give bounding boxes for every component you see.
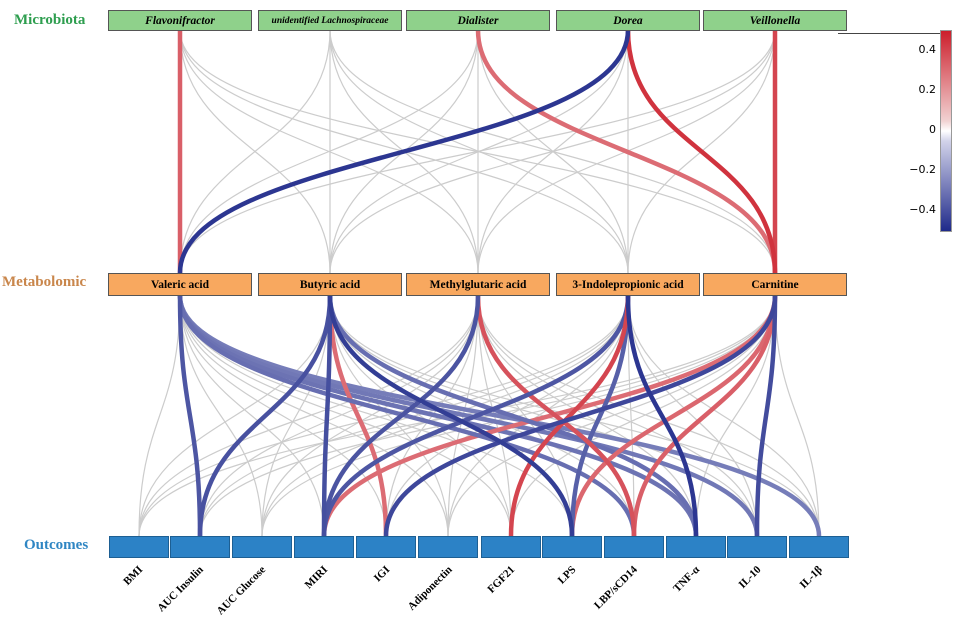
microbiota-node: Dialister [406,10,550,31]
colorbar-tick: −0.2 [909,163,936,176]
metabolite-outcome-link [327,295,699,537]
neutral-link [627,295,820,537]
neutral-link [627,295,758,537]
colorbar-tick: −0.4 [909,203,936,216]
metabolomic-row-label: Metabolomic [2,274,87,290]
microbiota-node: unidentified Lachnospiraceae [258,10,402,31]
metabolite-outcome-link [508,295,631,537]
metabolite-outcome-link [569,295,778,537]
outcome-node [789,536,849,558]
neutral-link [179,29,331,274]
microbiota-node: Dorea [556,10,700,31]
metabolite-node: Carnitine [703,273,847,296]
outcome-node [294,536,354,558]
outcomes-row-label: Outcomes [24,537,89,553]
metabolite-outcome-link [754,295,778,537]
microbiota-node: Flavonifractor [108,10,252,31]
microbiota-node: Veillonella [703,10,847,31]
metabolite-outcome-link [197,295,333,537]
outcome-node [604,536,664,558]
neutral-link [329,295,512,537]
microbiota-metabolite-link [625,29,778,274]
metabolite-node: 3-Indolepropionic acid [556,273,700,296]
metabolite-outcome-link [177,295,203,537]
colorbar-tick: 0.2 [918,83,937,96]
outcome-node [232,536,292,558]
neutral-link [477,295,758,537]
metabolite-outcome-link [625,295,699,537]
neutral-link [138,295,479,537]
outcome-node [109,536,169,558]
colorbar-tick: 0.4 [918,43,937,56]
neutral-link [774,295,820,537]
neutral-link [179,295,263,537]
microbiota-row-label: Microbiota [14,12,86,28]
neutral-link [179,295,387,537]
neutral-link [179,295,449,537]
neutral-link [138,295,181,537]
outcome-node [481,536,541,558]
microbiota-metabolite-link [177,29,631,274]
neutral-link [477,295,573,537]
metabolite-outcome-link [475,295,637,537]
outcome-node [170,536,230,558]
colorbar-gradient [940,30,952,232]
metabolite-outcome-link [631,295,778,537]
neutral-link [695,295,776,537]
metabolite-node: Butyric acid [258,273,402,296]
outcome-node [418,536,478,558]
metabolite-outcome-link [327,295,575,537]
neutral-link [261,295,479,537]
outcome-node [356,536,416,558]
neutral-link [329,295,449,537]
metabolite-outcome-link [321,295,631,537]
neutral-link [199,295,479,537]
metabolite-node: Valeric acid [108,273,252,296]
neutral-link [510,295,776,537]
metabolite-outcome-link [569,295,631,537]
neutral-link [261,295,331,537]
outcome-node [666,536,726,558]
neutral-link [138,295,776,537]
metabolite-outcome-link [177,295,637,537]
neutral-link [179,295,512,537]
outcome-node [542,536,602,558]
metabolite-outcome-link [321,295,333,537]
neutral-link [138,295,629,537]
neutral-link [138,295,331,537]
neutral-link [179,29,479,274]
microbiota-metabolite-link [475,29,778,274]
metabolite-outcome-link [321,295,481,537]
outcome-node [727,536,787,558]
metabolite-node: Methylglutaric acid [406,273,550,296]
metabolite-outcome-link [383,295,778,537]
neutral-link [179,295,325,537]
neutral-link [447,295,629,537]
colorbar-leader-line [838,33,940,34]
metabolite-outcome-link [321,295,778,537]
neutral-link [477,295,820,537]
colorbar-tick: 0 [929,123,936,136]
neutral-link [627,295,635,537]
neutral-link [179,29,776,274]
metabolite-outcome-link [327,295,389,537]
neutral-link [329,29,776,274]
